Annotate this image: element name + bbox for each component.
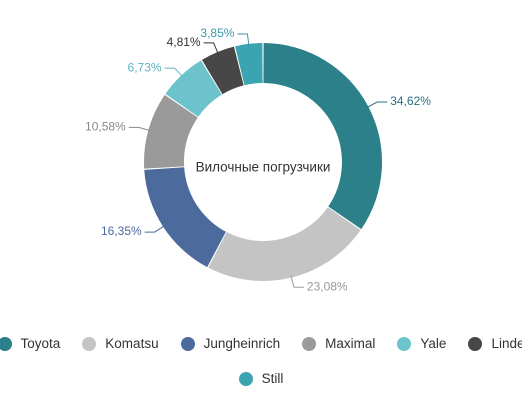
slice-maximal[interactable] [144, 94, 198, 169]
legend-item-toyota[interactable]: Toyota [0, 336, 60, 351]
legend-row-2: Still [0, 371, 522, 386]
legend-item-jungheinrich[interactable]: Jungheinrich [180, 336, 281, 351]
legend-label: Komatsu [105, 336, 159, 351]
data-label-yale: 6,73% [128, 60, 162, 74]
center-label: Вилочные погрузчики [196, 160, 331, 175]
legend-label: Still [261, 371, 284, 386]
slice-jungheinrich[interactable] [144, 167, 226, 268]
leader-line-linde [203, 42, 219, 55]
legend-item-maximal[interactable]: Maximal [302, 336, 375, 351]
data-label-toyota: 34,62% [390, 94, 431, 108]
legend-dot-icon [180, 336, 195, 351]
legend-label: Yale [420, 336, 447, 351]
legend-dot-icon [468, 336, 483, 351]
legend-dot-icon [0, 336, 12, 351]
slice-toyota[interactable] [263, 43, 383, 230]
slice-komatsu[interactable] [208, 207, 361, 281]
legend-item-still[interactable]: Still [238, 371, 284, 386]
legend-label: Maximal [325, 336, 376, 351]
slice-yale[interactable] [165, 60, 222, 117]
leader-line-still [237, 33, 250, 46]
legend-item-yale[interactable]: Yale [397, 336, 446, 351]
data-label-still: 3,85% [200, 26, 234, 40]
slice-linde[interactable] [201, 46, 244, 95]
data-label-linde: 4,81% [167, 35, 201, 49]
legend-item-linde[interactable]: Linde [468, 336, 522, 351]
donut-chart-svg: 34,62%23,08%16,35%10,58%6,73%4,81%3,85% … [85, 26, 431, 293]
legend-label: Jungheinrich [203, 336, 281, 351]
slice-still[interactable] [235, 43, 263, 86]
legend-dot-icon [82, 336, 97, 351]
legend-label: Toyota [20, 336, 61, 351]
data-label-jungheinrich: 16,35% [101, 224, 142, 238]
leader-line-yale [164, 67, 184, 78]
leader-line-komatsu [290, 275, 304, 288]
legend-dot-icon [302, 336, 317, 351]
data-label-komatsu: 23,08% [307, 279, 348, 293]
leader-line-toyota [366, 101, 388, 109]
leader-line-jungheinrich [144, 225, 166, 233]
legend-dot-icon [397, 336, 412, 351]
data-label-maximal: 10,58% [85, 120, 126, 134]
leader-line-maximal [128, 126, 151, 132]
legend-label: Linde [491, 336, 522, 351]
legend-item-komatsu[interactable]: Komatsu [82, 336, 159, 351]
legend-dot-icon [238, 371, 253, 386]
legend: Toyota Komatsu Jungheinrich Maximal Yale Lind… [0, 336, 522, 351]
